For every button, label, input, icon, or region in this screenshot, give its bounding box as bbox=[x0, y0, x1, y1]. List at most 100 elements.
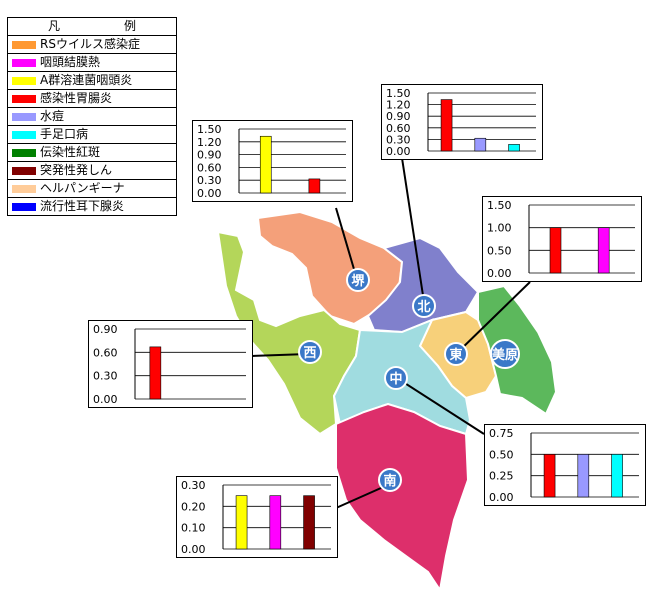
y-tick-label: 0.20 bbox=[181, 500, 206, 513]
district-label: 美原 bbox=[492, 347, 518, 363]
district-label: 南 bbox=[383, 473, 396, 489]
legend-swatch bbox=[12, 166, 36, 175]
y-tick-label: 1.50 bbox=[487, 199, 512, 212]
chart-kita: 1.50 1.20 0.90 0.60 0.30 0.00 bbox=[381, 84, 543, 160]
bar bbox=[235, 495, 248, 550]
bar bbox=[577, 454, 590, 498]
legend-item: 伝染性紅斑 bbox=[8, 144, 176, 162]
chart-sakai: 1.50 1.20 0.90 0.60 0.30 0.00 bbox=[192, 120, 353, 202]
legend-label: 流行性耳下腺炎 bbox=[40, 199, 125, 213]
bar bbox=[508, 144, 520, 152]
district-label: 北 bbox=[417, 300, 430, 315]
bar bbox=[549, 227, 562, 274]
legend-label: 水痘 bbox=[40, 109, 65, 123]
legend-label: ヘルパンギーナ bbox=[40, 181, 125, 195]
legend-item: RSウイルス感染症 bbox=[8, 36, 176, 54]
bar bbox=[303, 495, 315, 550]
leader-line-kita bbox=[401, 157, 425, 303]
y-tick-label: 0.60 bbox=[386, 122, 411, 135]
district-sakai-region[interactable] bbox=[256, 210, 404, 326]
district-minami-region[interactable] bbox=[335, 402, 470, 593]
y-tick-label: 1.00 bbox=[487, 222, 512, 235]
y-tick-label: 0.30 bbox=[181, 479, 206, 492]
district-label: 西 bbox=[303, 346, 316, 361]
bar bbox=[269, 495, 282, 550]
district-label: 東 bbox=[449, 347, 462, 363]
y-tick-label: 0.10 bbox=[181, 522, 206, 535]
y-tick-label: 0.60 bbox=[197, 161, 222, 174]
bar bbox=[597, 227, 610, 274]
district-marker-circle bbox=[298, 340, 322, 364]
bar bbox=[543, 454, 556, 498]
leader-line-naka bbox=[399, 379, 485, 435]
leader-line-higashi bbox=[455, 281, 531, 355]
district-marker[interactable]: 美原 bbox=[490, 339, 520, 369]
legend-label: 感染性胃腸炎 bbox=[40, 91, 113, 105]
bar bbox=[149, 346, 162, 400]
legend-swatch bbox=[12, 40, 36, 49]
harbor-inlet bbox=[244, 250, 300, 288]
legend-swatch bbox=[12, 148, 36, 157]
legend: 凡 例 RSウイルス感染症咽頭結膜熱 A群溶連菌咽頭炎 感染性胃腸炎 水痘手足口病伝染… bbox=[7, 17, 177, 216]
chart-minami: 0.30 0.20 0.10 0.00 bbox=[176, 476, 338, 558]
chart-nishi: 0.90 0.60 0.30 0.00 bbox=[88, 320, 253, 408]
y-tick-label: 1.20 bbox=[197, 136, 222, 149]
bar bbox=[440, 99, 453, 152]
legend-label: RSウイルス感染症 bbox=[40, 37, 140, 51]
district-marker[interactable]: 中 bbox=[384, 366, 408, 390]
legend-item: 流行性耳下腺炎 bbox=[8, 198, 176, 215]
legend-label: 手足口病 bbox=[40, 127, 89, 141]
y-tick-label: 0.90 bbox=[386, 110, 411, 123]
legend-item: 手足口病 bbox=[8, 126, 176, 144]
district-label: 中 bbox=[389, 371, 402, 387]
district-marker-circle bbox=[444, 342, 468, 366]
bar bbox=[259, 135, 272, 194]
chart-naka: 0.75 0.50 0.25 0.00 bbox=[484, 424, 646, 506]
district-marker-circle bbox=[384, 366, 408, 390]
legend-item: A群溶連菌咽頭炎 bbox=[8, 72, 176, 90]
y-tick-label: 0.75 bbox=[489, 427, 514, 440]
legend-item: 咽頭結膜熱 bbox=[8, 54, 176, 72]
legend-item: 突発性発しん bbox=[8, 162, 176, 180]
y-tick-label: 0.50 bbox=[489, 448, 514, 461]
y-tick-label: 0.90 bbox=[197, 149, 222, 162]
legend-item: 感染性胃腸炎 bbox=[8, 90, 176, 108]
bar bbox=[611, 454, 623, 498]
y-tick-label: 0.60 bbox=[93, 346, 118, 359]
legend-swatch bbox=[12, 202, 36, 211]
legend-item: 水痘 bbox=[8, 108, 176, 126]
y-tick-label: 0.00 bbox=[197, 187, 222, 200]
legend-label: 伝染性紅斑 bbox=[40, 145, 101, 159]
y-tick-label: 0.30 bbox=[386, 133, 411, 146]
bar bbox=[308, 178, 321, 194]
y-tick-label: 0.25 bbox=[489, 470, 514, 483]
chart-higashi: 1.50 1.00 0.50 0.00 bbox=[482, 196, 642, 282]
legend-swatch bbox=[12, 130, 36, 139]
bar bbox=[474, 137, 487, 152]
y-tick-label: 0.30 bbox=[93, 370, 118, 383]
y-tick-label: 1.50 bbox=[386, 87, 411, 100]
y-tick-label: 1.50 bbox=[197, 123, 222, 136]
legend-swatch bbox=[12, 112, 36, 121]
y-tick-label: 0.00 bbox=[487, 267, 512, 280]
district-marker[interactable]: 堺 bbox=[346, 268, 370, 292]
y-tick-label: 0.00 bbox=[181, 543, 206, 556]
y-tick-label: 1.20 bbox=[386, 99, 411, 112]
legend-swatch bbox=[12, 76, 36, 85]
district-marker-circle bbox=[490, 339, 520, 369]
district-marker-circle bbox=[412, 294, 436, 318]
y-tick-label: 0.00 bbox=[93, 393, 118, 406]
district-marker[interactable]: 北 bbox=[412, 294, 436, 318]
district-marker[interactable]: 西 bbox=[298, 340, 322, 364]
y-tick-label: 0.00 bbox=[386, 145, 411, 158]
district-marker-circle bbox=[378, 468, 402, 492]
leader-line-sakai bbox=[335, 207, 357, 277]
district-marker[interactable]: 南 bbox=[378, 468, 402, 492]
district-marker-circle bbox=[346, 268, 370, 292]
legend-swatch bbox=[12, 184, 36, 193]
y-tick-label: 0.90 bbox=[93, 323, 118, 336]
district-marker[interactable]: 東 bbox=[444, 342, 468, 366]
legend-title: 凡 例 bbox=[8, 18, 176, 36]
district-label: 堺 bbox=[351, 273, 365, 289]
